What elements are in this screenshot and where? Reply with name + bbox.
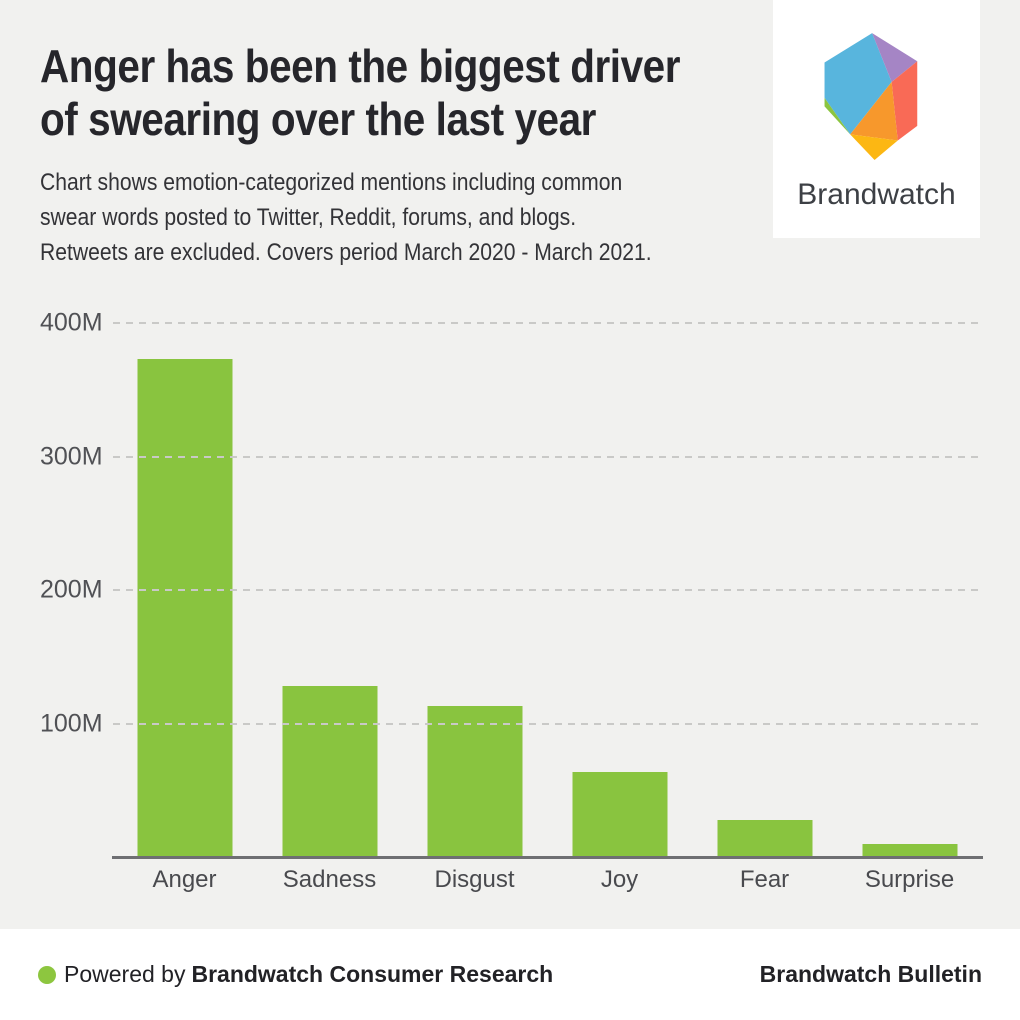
x-axis-line — [112, 856, 983, 859]
logo-facet-orange — [849, 81, 898, 141]
brandwatch-wordmark: Brandwatch — [797, 178, 956, 211]
chart-description-line-2: swear words posted to Twitter, Reddit, f… — [40, 204, 577, 231]
chart-description-line-1: Chart shows emotion-categorized mentions… — [40, 169, 623, 196]
brandwatch-logo-card: Brandwatch — [773, 0, 980, 238]
y-tick-100m: 100M — [40, 709, 103, 737]
bar-slot-sadness — [257, 323, 402, 857]
gridline-100m — [113, 722, 982, 725]
page-title-line-1: Anger has been the biggest driver — [40, 40, 681, 92]
bar-surprise — [862, 843, 957, 857]
chart-description-line-3: Retweets are excluded. Covers period Mar… — [40, 239, 652, 266]
bar-disgust — [427, 706, 522, 857]
footer-bar: Powered by Brandwatch Consumer Research … — [0, 929, 1020, 1020]
x-label-anger: Anger — [152, 866, 217, 893]
powered-by-brand: Brandwatch Consumer Research — [191, 961, 554, 987]
bar-sadness — [282, 686, 377, 857]
page-title: Anger has been the biggest driver of swe… — [40, 40, 767, 146]
brandwatch-hexagon-logo-icon — [824, 33, 917, 161]
bar-joy — [572, 771, 667, 857]
chart-description: Chart shows emotion-categorized mentions… — [40, 165, 735, 270]
bar-slot-joy — [547, 323, 692, 857]
powered-by-dot — [38, 965, 56, 984]
bar-anger — [137, 359, 232, 857]
y-tick-400m: 400M — [40, 308, 103, 337]
bar-slot-fear — [692, 323, 837, 857]
bar-fear — [717, 819, 812, 857]
gridline-200m — [113, 589, 982, 591]
y-tick-300m: 300M — [40, 442, 103, 470]
logo-facet-purple — [871, 33, 917, 82]
x-label-fear: Fear — [739, 866, 790, 893]
gridline-400m — [113, 322, 982, 324]
bars-row — [112, 323, 982, 857]
bar-slot-surprise — [837, 323, 982, 857]
bar-slot-anger — [112, 323, 257, 857]
y-tick-200m: 200M — [40, 575, 103, 604]
x-label-joy: Joy — [600, 866, 639, 893]
logo-facet-blue — [824, 33, 892, 135]
powered-by-prefix: Powered by — [64, 961, 186, 987]
x-axis-labels: Anger Sadness Disgust Joy Fear Surprise — [112, 866, 982, 894]
bulletin-label: Brandwatch Bulletin — [759, 961, 982, 987]
x-label-surprise: Surprise — [864, 866, 955, 893]
logo-facet-yellow — [849, 134, 898, 161]
plot-area — [112, 322, 982, 857]
logo-facet-coral — [891, 61, 917, 141]
gridline-300m — [113, 455, 982, 458]
bar-slot-disgust — [402, 323, 547, 857]
x-label-disgust: Disgust — [434, 866, 515, 893]
x-label-sadness: Sadness — [282, 866, 377, 893]
page-title-line-2: of swearing over the last year — [40, 93, 596, 145]
y-axis-labels: 400M 300M 200M 100M — [40, 309, 110, 857]
